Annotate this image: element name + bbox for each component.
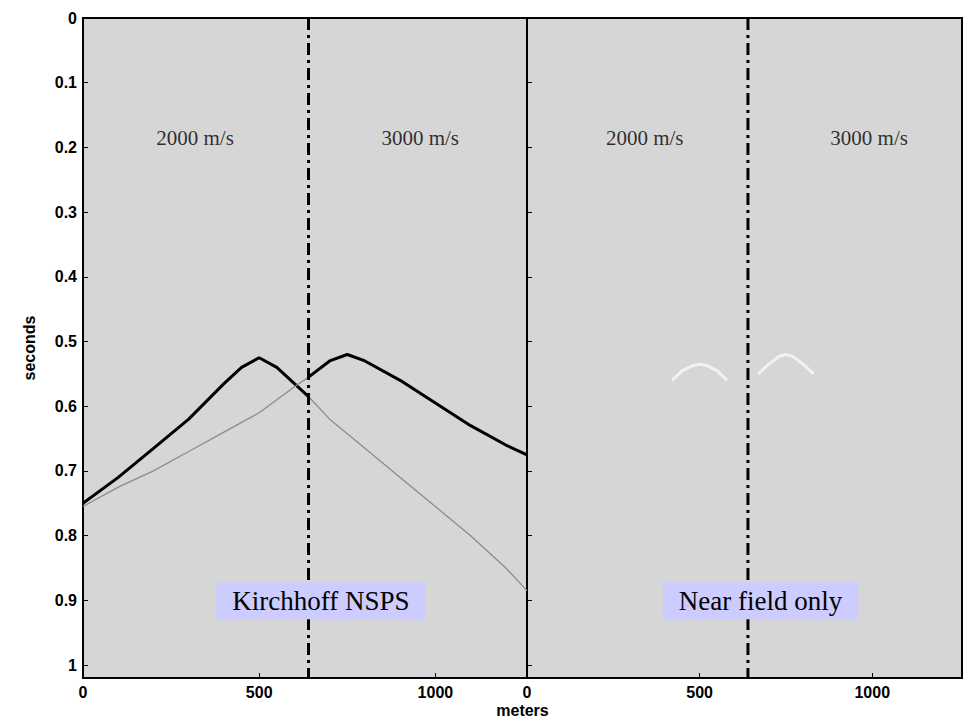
svg-text:500: 500: [246, 684, 273, 701]
svg-text:Kirchhoff NSPS: Kirchhoff NSPS: [232, 586, 409, 616]
svg-text:1000: 1000: [418, 684, 454, 701]
svg-text:0.1: 0.1: [55, 74, 77, 91]
svg-text:0.7: 0.7: [55, 462, 77, 479]
svg-text:0.4: 0.4: [55, 268, 77, 285]
svg-text:1000: 1000: [854, 684, 890, 701]
svg-text:0: 0: [79, 684, 88, 701]
svg-text:0.6: 0.6: [55, 398, 77, 415]
svg-text:Near field only: Near field only: [679, 586, 843, 616]
svg-text:0.5: 0.5: [55, 333, 77, 350]
svg-text:0.2: 0.2: [55, 139, 77, 156]
svg-text:0: 0: [68, 10, 77, 27]
svg-text:2000 m/s: 2000 m/s: [606, 126, 684, 150]
svg-text:500: 500: [686, 684, 713, 701]
svg-text:1: 1: [68, 657, 77, 674]
svg-text:meters: meters: [496, 702, 549, 719]
svg-text:0.3: 0.3: [55, 204, 77, 221]
svg-text:2000 m/s: 2000 m/s: [156, 126, 234, 150]
svg-text:0.9: 0.9: [55, 592, 77, 609]
svg-text:0.8: 0.8: [55, 527, 77, 544]
svg-text:0: 0: [523, 684, 532, 701]
svg-text:3000 m/s: 3000 m/s: [830, 126, 908, 150]
svg-text:seconds: seconds: [21, 315, 38, 380]
svg-text:3000 m/s: 3000 m/s: [381, 126, 459, 150]
